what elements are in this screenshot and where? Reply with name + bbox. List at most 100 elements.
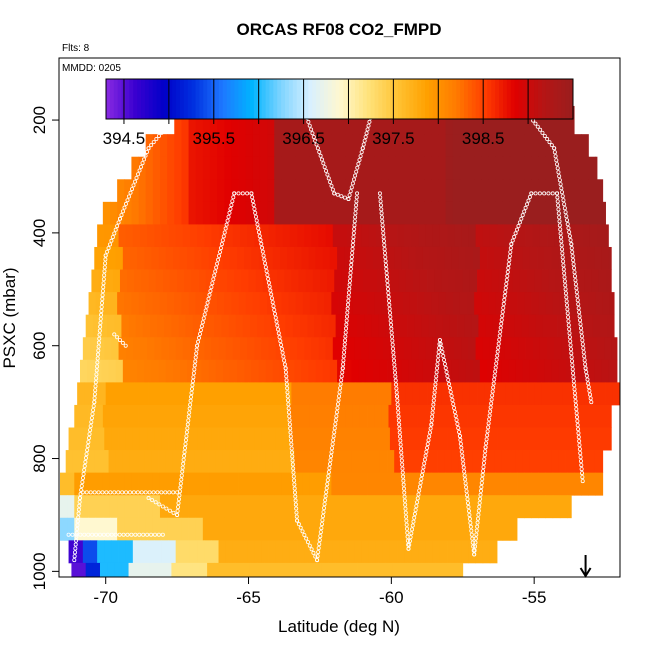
- heatmap-cell: [159, 156, 168, 180]
- heatmap-cell: [538, 156, 546, 180]
- heatmap-cell: [224, 134, 232, 158]
- heatmap-cell: [174, 134, 182, 158]
- heatmap-cell: [472, 359, 481, 383]
- track-point: [416, 492, 421, 497]
- track-point: [560, 247, 565, 252]
- heatmap-cell: [452, 472, 461, 496]
- heatmap-cell: [541, 269, 549, 293]
- y-axis-label: PSXC (mbar): [0, 267, 19, 368]
- track-point: [438, 342, 443, 347]
- heatmap-cell: [345, 201, 354, 225]
- heatmap-cell: [567, 134, 575, 158]
- heatmap-cell: [392, 314, 401, 338]
- heatmap-cell: [545, 105, 554, 135]
- track-point: [576, 427, 581, 432]
- heatmap-cell: [409, 156, 418, 180]
- track-point: [580, 342, 585, 347]
- track-point: [380, 219, 385, 224]
- heatmap-cell: [365, 450, 374, 474]
- heatmap-cell: [517, 179, 525, 203]
- heatmap-cell: [315, 450, 324, 474]
- heatmap-cell: [318, 427, 327, 451]
- heatmap-cell: [294, 246, 302, 270]
- heatmap-cell: [512, 382, 521, 406]
- track-point: [253, 210, 258, 215]
- track-point: [183, 446, 188, 451]
- track-point: [329, 450, 334, 455]
- heatmap-cell: [217, 134, 225, 158]
- heatmap-cell: [172, 359, 181, 383]
- heatmap-cell: [75, 427, 84, 451]
- track-point: [437, 338, 442, 343]
- track-point: [558, 235, 563, 240]
- track-point: [403, 502, 408, 507]
- heatmap-cell: [259, 201, 268, 225]
- track-point: [325, 478, 330, 483]
- heatmap-cell: [131, 156, 139, 180]
- heatmap-cell: [388, 517, 397, 541]
- heatmap-cell: [609, 404, 612, 428]
- heatmap-cell: [481, 495, 489, 519]
- track-point: [579, 334, 584, 339]
- heatmap-cell: [588, 201, 596, 225]
- heatmap-cell: [494, 246, 502, 270]
- track-point: [291, 470, 296, 475]
- heatmap-cell: [352, 134, 361, 158]
- heatmap-cell: [112, 382, 121, 406]
- heatmap-cell: [109, 292, 118, 316]
- track-point: [353, 207, 358, 212]
- colorbar-slice: [238, 79, 243, 119]
- heatmap-cell: [289, 427, 298, 451]
- track-point: [193, 355, 198, 360]
- heatmap-cell: [167, 495, 175, 519]
- heatmap-cell: [537, 359, 545, 383]
- track-point: [317, 150, 322, 155]
- heatmap-cell: [307, 562, 315, 578]
- track-point: [181, 461, 186, 466]
- track-point: [177, 493, 182, 498]
- track-point: [478, 496, 483, 501]
- heatmap-cell: [302, 156, 311, 180]
- heatmap-cell: [281, 292, 289, 316]
- track-point: [496, 341, 501, 346]
- track-point: [187, 406, 192, 411]
- heatmap-cell: [444, 246, 452, 270]
- track-point: [189, 386, 194, 391]
- track-point: [392, 358, 397, 363]
- heatmap-cell: [345, 495, 354, 519]
- track-point: [131, 490, 136, 495]
- track-point: [347, 286, 352, 291]
- track-point: [535, 124, 540, 129]
- track-point: [219, 242, 224, 247]
- heatmap-cell: [219, 382, 228, 406]
- colorbar-slice: [125, 79, 130, 119]
- track-point: [448, 390, 453, 395]
- heatmap-cell: [487, 450, 495, 474]
- heatmap-cell: [561, 224, 569, 248]
- heatmap-cell: [437, 450, 445, 474]
- track-point: [328, 458, 333, 463]
- heatmap-cell: [238, 201, 247, 225]
- heatmap-cell: [288, 404, 297, 428]
- heatmap-cell: [567, 404, 575, 428]
- heatmap-cell: [367, 134, 375, 158]
- colorbar-slice: [343, 79, 348, 119]
- heatmap-cell: [578, 314, 586, 338]
- heatmap-cell: [375, 427, 384, 451]
- heatmap-cell: [194, 450, 202, 474]
- heatmap-cell: [444, 450, 452, 474]
- heatmap-cell: [139, 427, 148, 451]
- track-point: [472, 552, 477, 557]
- colorbar-slice: [382, 79, 387, 119]
- colorbar-slice: [355, 79, 360, 119]
- heatmap-cell: [209, 517, 218, 541]
- heatmap-cell: [369, 269, 378, 293]
- heatmap-cell: [338, 517, 347, 541]
- track-point: [216, 257, 221, 262]
- heatmap-cell: [209, 134, 218, 158]
- track-point: [201, 316, 206, 321]
- colorbar-tick-label: 394.5: [103, 129, 146, 148]
- track-point: [392, 366, 397, 371]
- heatmap-cell: [329, 450, 338, 474]
- heatmap-cell: [304, 540, 312, 564]
